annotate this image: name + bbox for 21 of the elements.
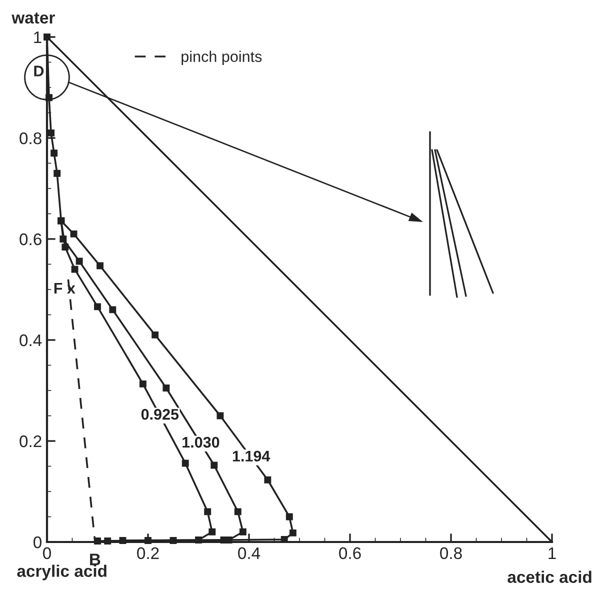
legend-label: pinch points [182, 50, 262, 65]
x-tick-label: 0.4 [238, 547, 260, 560]
x-tick-label: 0 [43, 547, 51, 560]
annotation: D [34, 66, 44, 76]
y-tick-label: 0.8 [20, 132, 42, 144]
x-tick-label: 0.8 [440, 547, 462, 560]
series-label: 1.030 [182, 436, 220, 448]
series-label: 1.194 [232, 450, 270, 462]
text: acrylic acid [17, 564, 106, 580]
annotation: B [90, 554, 100, 566]
y-tick-label: 0.6 [20, 233, 42, 246]
x-tick-label: 0.6 [339, 547, 361, 560]
x-axis-title: acetic acid [508, 570, 592, 583]
x-tick-label: 1 [548, 547, 556, 559]
series-label: 0.925 [141, 408, 179, 420]
y-axis-title: water [12, 12, 55, 24]
x-tick-label: 0.2 [137, 547, 159, 560]
y-tick-label: 0.2 [20, 435, 42, 448]
y-tick-label: 0 [34, 536, 42, 548]
y-tick-label: 1 [34, 32, 42, 44]
y-tick-label: 0.4 [20, 334, 42, 346]
